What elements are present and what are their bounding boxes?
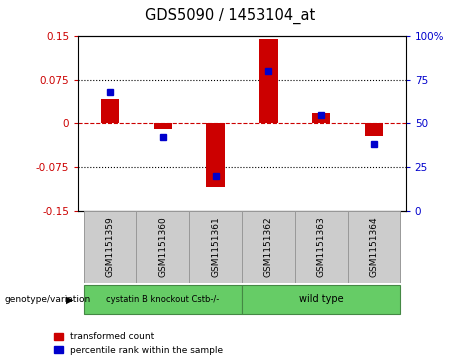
Text: GSM1151362: GSM1151362 — [264, 216, 273, 277]
Text: GDS5090 / 1453104_at: GDS5090 / 1453104_at — [145, 8, 316, 24]
FancyBboxPatch shape — [136, 211, 189, 283]
Bar — [101, 99, 119, 123]
Legend: transformed count, percentile rank within the sample: transformed count, percentile rank withi… — [51, 329, 227, 359]
Bar — [154, 123, 172, 129]
Bar — [259, 39, 278, 123]
Text: wild type: wild type — [299, 294, 343, 305]
Bar — [365, 123, 383, 136]
FancyBboxPatch shape — [83, 285, 242, 314]
Text: GSM1151360: GSM1151360 — [158, 216, 167, 277]
FancyBboxPatch shape — [295, 211, 348, 283]
Text: cystatin B knockout Cstb-/-: cystatin B knockout Cstb-/- — [106, 295, 219, 304]
Text: genotype/variation: genotype/variation — [5, 295, 91, 304]
Text: GSM1151361: GSM1151361 — [211, 216, 220, 277]
FancyBboxPatch shape — [189, 211, 242, 283]
Text: ▶: ▶ — [66, 294, 74, 305]
Text: GSM1151359: GSM1151359 — [106, 216, 114, 277]
FancyBboxPatch shape — [83, 211, 136, 283]
FancyBboxPatch shape — [242, 285, 401, 314]
Bar — [207, 123, 225, 187]
Text: GSM1151364: GSM1151364 — [370, 216, 378, 277]
FancyBboxPatch shape — [242, 211, 295, 283]
Bar — [312, 113, 331, 123]
FancyBboxPatch shape — [348, 211, 401, 283]
Text: GSM1151363: GSM1151363 — [317, 216, 326, 277]
